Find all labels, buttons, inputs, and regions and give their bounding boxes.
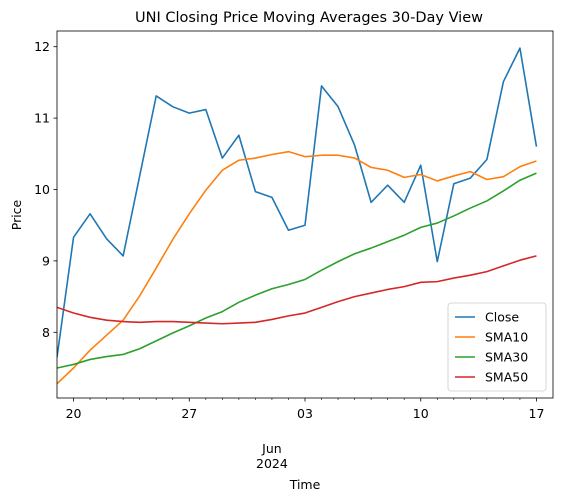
legend-label: Close <box>485 310 519 325</box>
legend-label: SMA10 <box>485 330 528 345</box>
x-axis-label: Time <box>289 477 321 492</box>
x-tick-label: 20 <box>66 406 82 421</box>
x-tick-label: 10 <box>413 406 429 421</box>
x-year-label: 2024 <box>256 456 288 471</box>
x-axis: 20 27 03 10 17 <box>66 398 545 421</box>
series-line-sma10 <box>57 150 537 385</box>
legend: Close SMA10 SMA30 SMA50 <box>447 302 547 392</box>
y-tick-label: 8 <box>42 325 50 340</box>
y-tick-label: 11 <box>34 111 50 126</box>
legend-label: SMA50 <box>485 370 528 385</box>
y-axis-label: Price <box>9 199 24 230</box>
x-month-label: Jun <box>261 441 282 456</box>
series-line-sma30 <box>57 172 537 369</box>
legend-box <box>447 302 547 392</box>
x-tick-label: 17 <box>529 406 545 421</box>
x-tick-label: 27 <box>181 406 197 421</box>
y-tick-label: 12 <box>34 39 50 54</box>
y-tick-label: 10 <box>34 182 50 197</box>
series-line-close <box>57 47 538 358</box>
series-layer <box>57 47 538 385</box>
chart-title: UNI Closing Price Moving Averages 30-Day… <box>135 10 483 26</box>
y-axis: 8 9 10 11 12 <box>34 39 57 340</box>
series-line-sma50 <box>57 255 537 325</box>
legend-label: SMA30 <box>485 350 528 365</box>
y-tick-label: 9 <box>42 253 50 268</box>
x-tick-label: 03 <box>297 406 313 421</box>
